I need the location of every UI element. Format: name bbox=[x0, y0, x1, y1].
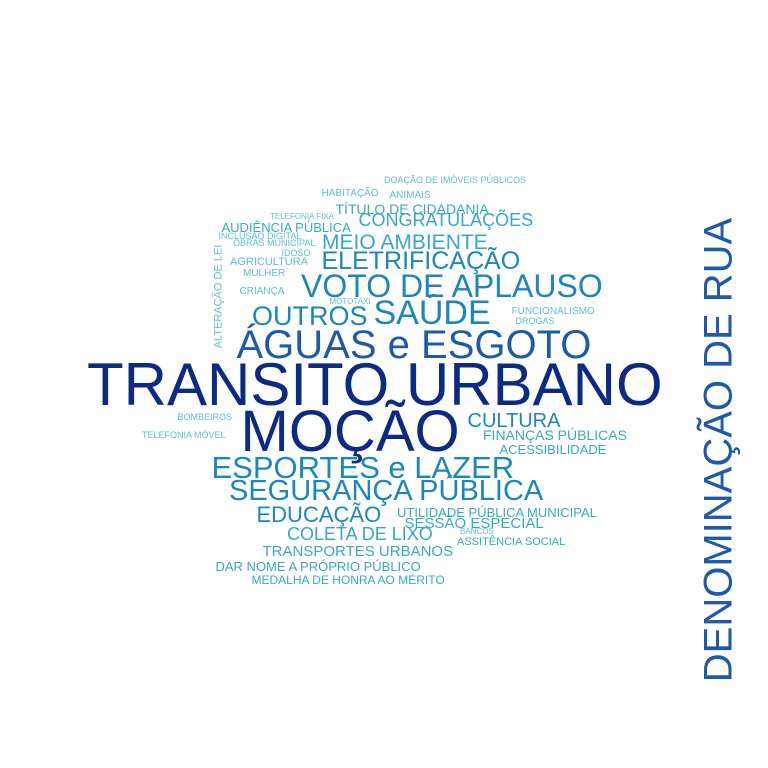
cloud-word: TÍTULO DE CIDADANIA bbox=[335, 201, 489, 217]
cloud-word: ELETRIFICAÇÃO bbox=[321, 246, 521, 275]
cloud-word: MEDALHA DE HONRA AO MÉRITO bbox=[251, 573, 445, 587]
cloud-word: MOÇÃO bbox=[240, 399, 460, 464]
cloud-word: MEIO AMBIENTE bbox=[322, 230, 488, 254]
cloud-word: BOMBEIROS bbox=[177, 411, 233, 422]
cloud-word: SEGURANÇA PÚBLICA bbox=[229, 474, 544, 507]
cloud-word: OUTROS bbox=[252, 300, 368, 331]
cloud-word: SAÚDE bbox=[373, 294, 491, 332]
cloud-word: DOAÇÃO DE IMÓVEIS PÚBLICOS bbox=[384, 174, 527, 185]
cloud-word: ASSITÊNCIA SOCIAL bbox=[457, 535, 566, 548]
cloud-word: INCLUSÃO DIGITAL bbox=[218, 230, 302, 241]
cloud-word: TRANSITO URBANO bbox=[87, 351, 663, 418]
cloud-word: BANCOS bbox=[460, 527, 494, 536]
cloud-word: VOTO DE APLAUSO bbox=[301, 268, 603, 304]
cloud-word: DENOMINAÇÃO DE RUA bbox=[695, 217, 740, 683]
cloud-word: ALTERAÇÃO DE LEI bbox=[212, 244, 225, 348]
cloud-word: CRIANÇA bbox=[239, 286, 285, 297]
cloud-word: COLETA DE LIXO bbox=[287, 524, 433, 544]
cloud-word: TRANSPORTES URBANOS bbox=[262, 542, 454, 560]
cloud-word: FUNCIONALISMO bbox=[511, 306, 595, 317]
cloud-word: TELEFONIA FIXA bbox=[270, 212, 335, 221]
cloud-word: MOTOTAXI bbox=[329, 297, 371, 306]
cloud-word: TELEFONIA MÓVEL bbox=[142, 429, 226, 440]
cloud-word: FINANÇAS PÚBLICAS bbox=[483, 427, 627, 443]
cloud-word: SESSÃO ESPECIAL bbox=[404, 514, 544, 532]
cloud-word: ACESSIBILIDADE bbox=[499, 441, 607, 457]
cloud-word: DROGAS bbox=[515, 315, 555, 326]
cloud-word: AGRICULTURA bbox=[230, 255, 309, 268]
cloud-word: HABITAÇÃO bbox=[321, 188, 379, 199]
cloud-word: UTILIDADE PÚBLICA MUNICIPAL bbox=[397, 504, 597, 520]
cloud-word: CULTURA bbox=[467, 410, 561, 432]
cloud-word: MULHER bbox=[243, 268, 286, 279]
cloud-word: IDOSO bbox=[281, 247, 311, 258]
cloud-word: CONGRATULAÇÕES bbox=[358, 210, 534, 230]
cloud-word: ÁGUAS e ESGOTO bbox=[236, 323, 592, 367]
cloud-word: DAR NOME A PRÓPRIO PÚBLICO bbox=[215, 558, 421, 574]
cloud-word: ESPORTES e LAZER bbox=[211, 449, 515, 485]
cloud-word: AUDIÊNCIA PÚBLICA bbox=[221, 219, 351, 235]
cloud-word: OBRAS MUNICIPAL bbox=[233, 237, 316, 248]
cloud-word: EDUCAÇÃO bbox=[256, 502, 382, 527]
cloud-word: ANIMAIS bbox=[389, 190, 431, 201]
